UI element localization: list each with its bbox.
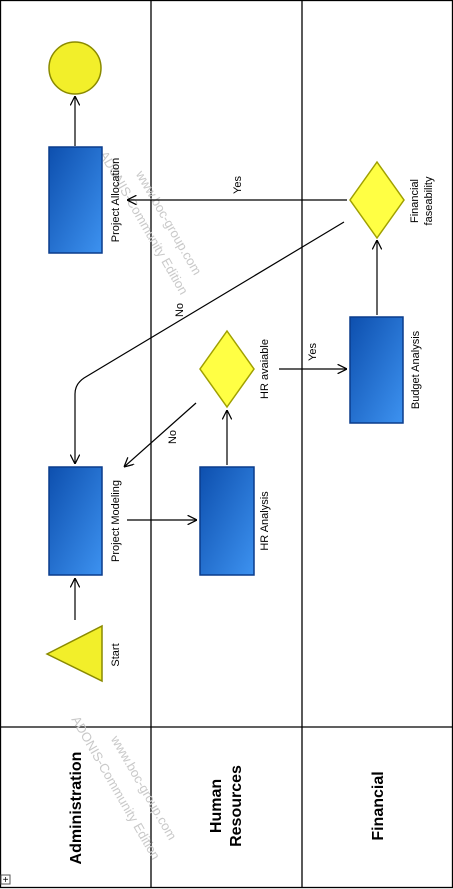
financial-feasibility-line1: Financial: [409, 179, 421, 223]
edge-label-yes-hr: Yes: [307, 343, 319, 361]
hr-analysis-task[interactable]: [199, 466, 255, 576]
edge-financial-no-to-modeling: [75, 221, 345, 464]
lane-label-human-line1: Human: [208, 779, 225, 833]
svg-text:Administration: Administration: [68, 752, 85, 865]
financial-feasibility-decision[interactable]: [349, 160, 405, 240]
financial-feasibility-label: Financial faseability: [409, 176, 435, 225]
financial-feasibility-line2: faseability: [423, 176, 435, 225]
lane-label-administration: Administration: [68, 752, 85, 865]
edge-hr-no-to-modeling: [124, 402, 197, 467]
edge-label-no-hr: No: [167, 430, 179, 444]
lane-label-human-resources: Human Resources: [208, 765, 245, 847]
project-allocation-task[interactable]: [48, 146, 103, 254]
expand-toggle[interactable]: +: [0, 874, 11, 886]
hr-available-decision[interactable]: [199, 329, 255, 409]
budget-analysis-task[interactable]: [349, 316, 404, 424]
edge-label-no-financial: No: [174, 303, 186, 317]
project-modeling-label: Project Modeling: [110, 480, 122, 562]
project-modeling-task[interactable]: [48, 466, 103, 576]
hr-analysis-label: HR Analysis: [259, 491, 271, 551]
budget-analysis-label: Budget Analysis: [410, 330, 422, 409]
edge-label-yes-financial: Yes: [232, 176, 244, 194]
edges: [75, 96, 377, 620]
start-event[interactable]: [45, 624, 103, 683]
lane-label-human-line2: Resources: [228, 765, 245, 847]
end-event[interactable]: [48, 41, 102, 95]
hr-available-label: HR avaiable: [259, 339, 271, 399]
start-label: Start: [110, 643, 122, 666]
svg-text:Financial: Financial: [370, 771, 387, 840]
svg-text:+: +: [3, 875, 9, 886]
project-allocation-label: Project Allocation: [110, 158, 122, 242]
lane-label-financial: Financial: [370, 771, 387, 840]
